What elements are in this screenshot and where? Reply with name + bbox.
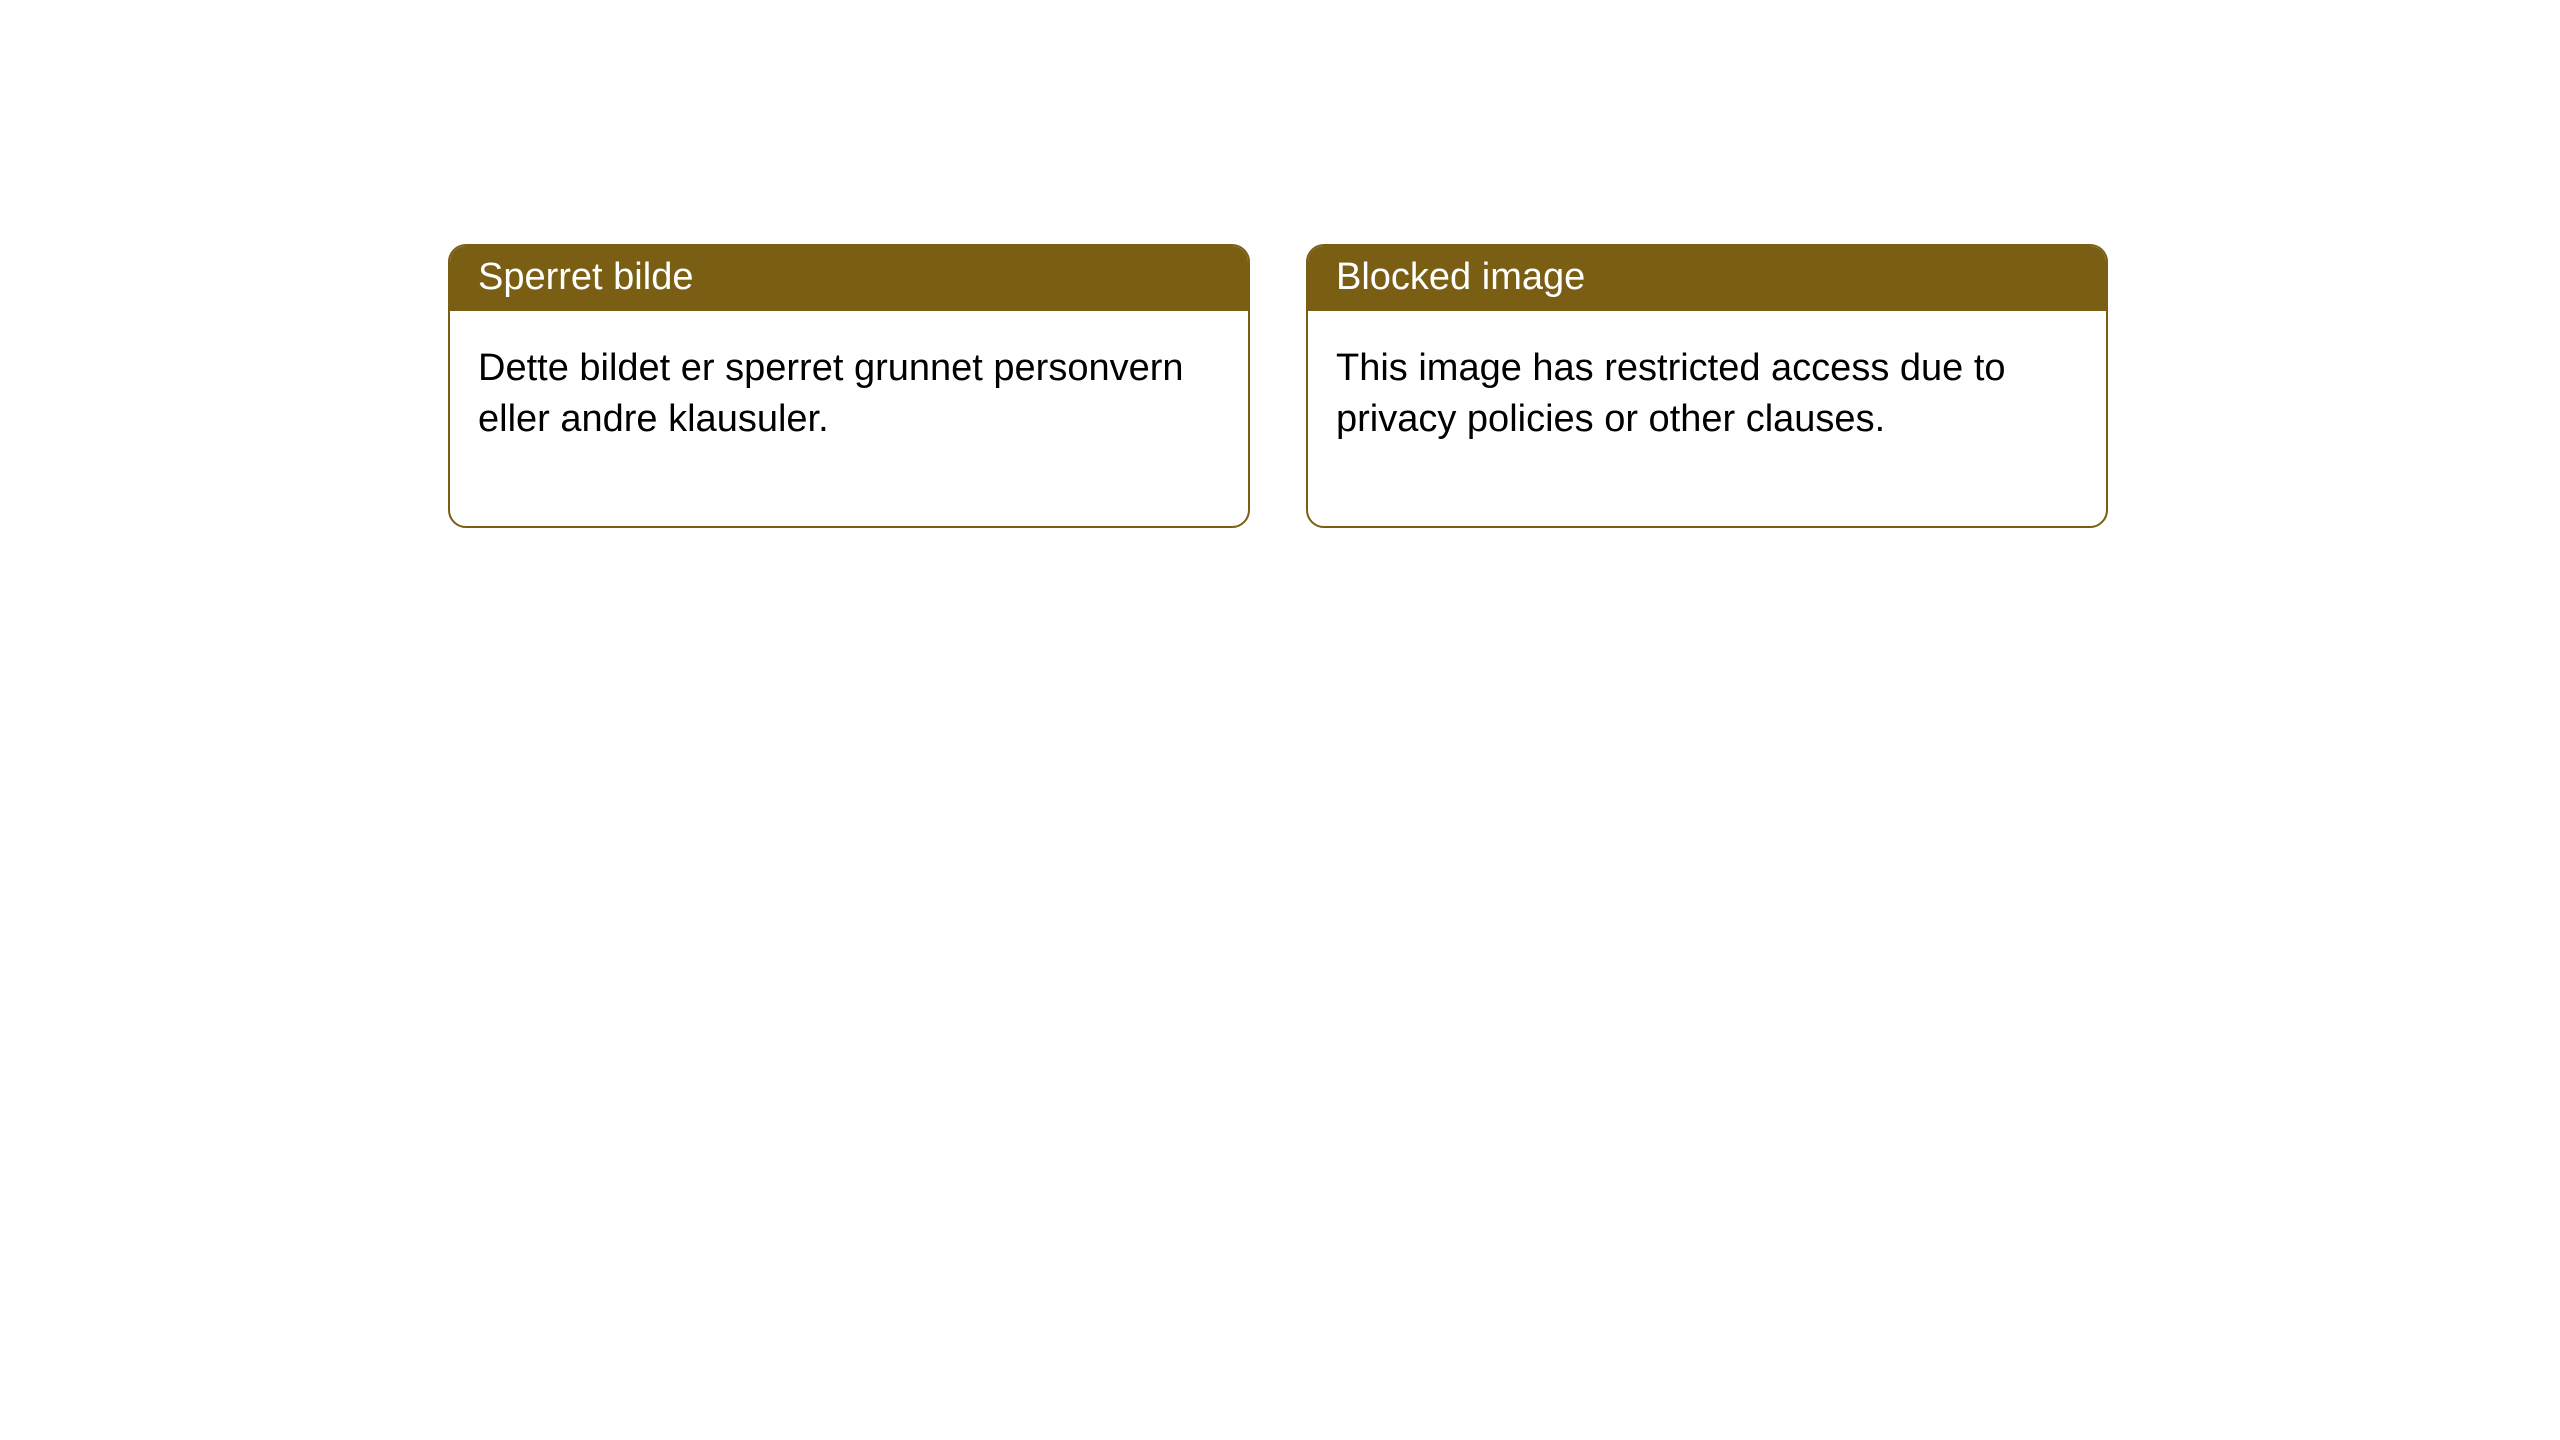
notice-body-norwegian: Dette bildet er sperret grunnet personve…: [450, 311, 1248, 526]
notice-container: Sperret bilde Dette bildet er sperret gr…: [0, 0, 2560, 528]
notice-header-english: Blocked image: [1308, 246, 2106, 311]
notice-card-english: Blocked image This image has restricted …: [1306, 244, 2108, 528]
notice-body-english: This image has restricted access due to …: [1308, 311, 2106, 526]
notice-header-norwegian: Sperret bilde: [450, 246, 1248, 311]
notice-card-norwegian: Sperret bilde Dette bildet er sperret gr…: [448, 244, 1250, 528]
